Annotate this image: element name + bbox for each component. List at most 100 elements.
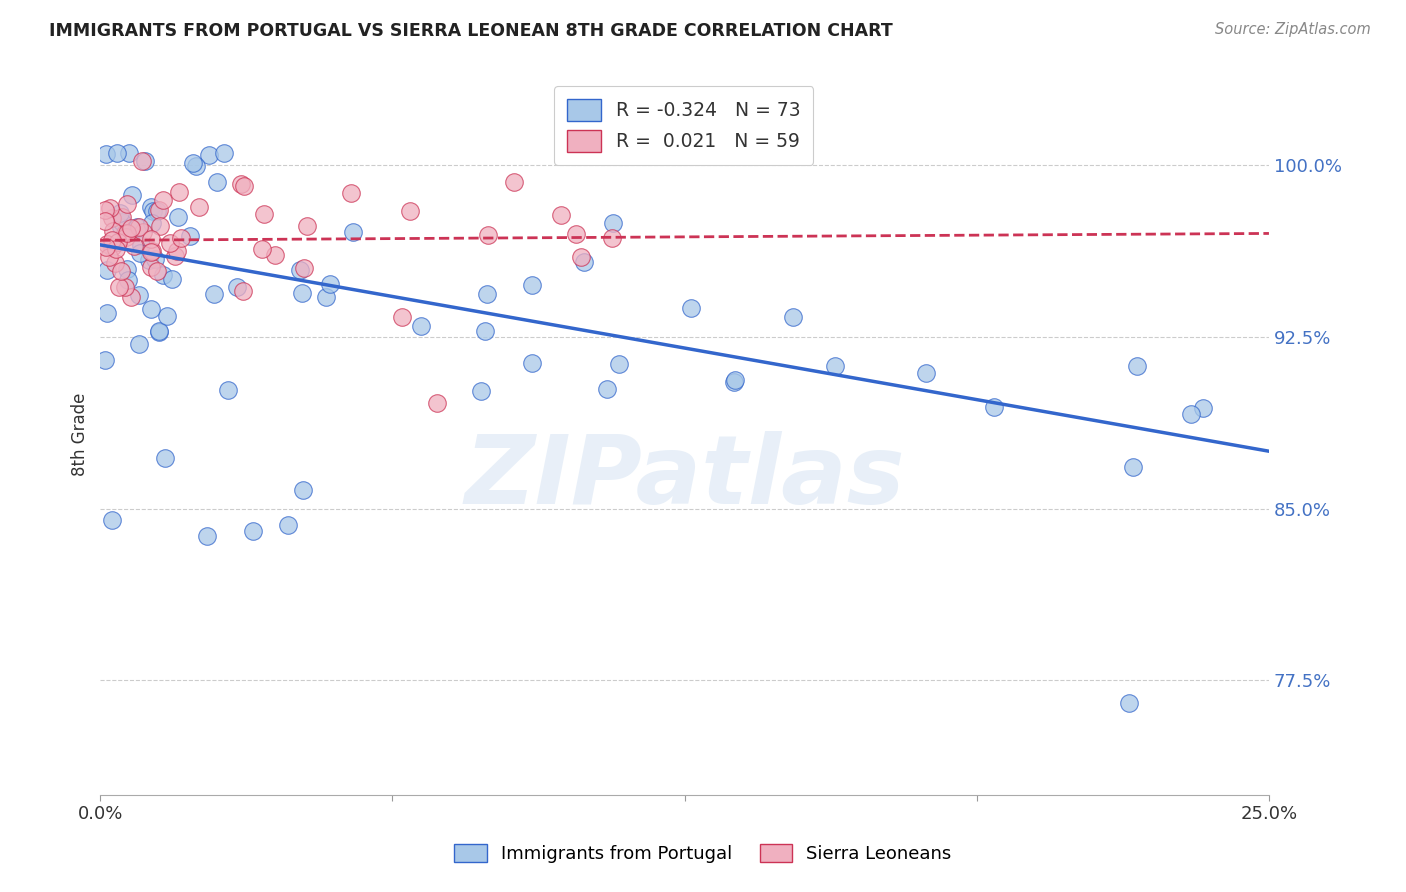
Point bbox=[142, 204, 165, 219]
Point bbox=[160, 272, 183, 286]
Point bbox=[96, 306, 118, 320]
Legend: Immigrants from Portugal, Sierra Leoneans: Immigrants from Portugal, Sierra Leonean… bbox=[446, 835, 960, 872]
Point bbox=[94, 214, 117, 228]
Point bbox=[915, 366, 938, 380]
Point bbox=[111, 215, 134, 229]
Point bbox=[108, 206, 131, 220]
Point bbox=[315, 290, 337, 304]
Point bbox=[152, 193, 174, 207]
Point bbox=[101, 513, 124, 527]
Point bbox=[183, 156, 205, 170]
Point bbox=[139, 232, 162, 246]
Point bbox=[148, 202, 170, 217]
Point bbox=[263, 248, 285, 262]
Point bbox=[148, 325, 170, 339]
Point bbox=[115, 230, 138, 244]
Point bbox=[166, 210, 188, 224]
Point bbox=[681, 301, 703, 316]
Point bbox=[426, 396, 449, 410]
Point bbox=[122, 239, 145, 253]
Point bbox=[156, 309, 179, 323]
Point bbox=[143, 252, 166, 267]
Point bbox=[115, 261, 138, 276]
Point bbox=[104, 256, 127, 270]
Point bbox=[146, 264, 169, 278]
Point bbox=[226, 280, 249, 294]
Point bbox=[520, 277, 543, 292]
Point bbox=[141, 216, 163, 230]
Point bbox=[522, 356, 544, 370]
Point bbox=[105, 243, 128, 257]
Point bbox=[319, 277, 342, 291]
Point bbox=[121, 187, 143, 202]
Point bbox=[291, 286, 314, 301]
Point bbox=[94, 202, 117, 217]
Point bbox=[342, 225, 364, 239]
Point bbox=[139, 260, 162, 274]
Point bbox=[477, 228, 499, 243]
Point bbox=[146, 204, 169, 219]
Point bbox=[165, 249, 187, 263]
Point bbox=[138, 252, 160, 267]
Text: IMMIGRANTS FROM PORTUGAL VS SIERRA LEONEAN 8TH GRADE CORRELATION CHART: IMMIGRANTS FROM PORTUGAL VS SIERRA LEONE… bbox=[49, 22, 893, 40]
Point bbox=[212, 146, 235, 161]
Point bbox=[250, 243, 273, 257]
Point bbox=[117, 273, 139, 287]
Point bbox=[96, 262, 118, 277]
Point bbox=[411, 319, 433, 334]
Point bbox=[139, 200, 162, 214]
Point bbox=[602, 230, 624, 244]
Point bbox=[118, 146, 141, 161]
Point bbox=[94, 352, 117, 367]
Point bbox=[1180, 407, 1202, 421]
Point bbox=[134, 154, 156, 169]
Point bbox=[115, 197, 138, 211]
Point bbox=[292, 260, 315, 275]
Point bbox=[110, 220, 132, 235]
Point bbox=[103, 224, 125, 238]
Point bbox=[149, 219, 172, 233]
Point bbox=[595, 382, 617, 396]
Point bbox=[128, 219, 150, 234]
Point bbox=[128, 288, 150, 302]
Point bbox=[108, 280, 131, 294]
Point bbox=[550, 208, 572, 222]
Point bbox=[564, 227, 586, 242]
Point bbox=[167, 185, 190, 199]
Point bbox=[782, 310, 804, 324]
Point bbox=[602, 216, 624, 230]
Point bbox=[202, 287, 225, 301]
Point bbox=[100, 211, 122, 226]
Point bbox=[169, 231, 191, 245]
Point bbox=[229, 178, 252, 192]
Point bbox=[195, 529, 218, 543]
Point bbox=[152, 268, 174, 282]
Point bbox=[242, 524, 264, 539]
Point bbox=[159, 235, 181, 250]
Point bbox=[184, 159, 207, 173]
Point bbox=[98, 250, 121, 264]
Point bbox=[141, 245, 163, 260]
Point bbox=[277, 517, 299, 532]
Point bbox=[98, 202, 121, 216]
Point bbox=[217, 383, 239, 397]
Point bbox=[114, 280, 136, 294]
Point bbox=[96, 236, 118, 251]
Point bbox=[101, 239, 124, 253]
Point bbox=[205, 175, 228, 189]
Point bbox=[120, 290, 142, 304]
Point bbox=[111, 210, 134, 224]
Point bbox=[197, 148, 219, 162]
Point bbox=[288, 263, 311, 277]
Point bbox=[340, 186, 363, 200]
Point bbox=[295, 219, 318, 233]
Text: ZIPatlas: ZIPatlas bbox=[464, 431, 905, 524]
Legend: R = -0.324   N = 73, R =  0.021   N = 59: R = -0.324 N = 73, R = 0.021 N = 59 bbox=[554, 86, 814, 165]
Point bbox=[132, 225, 155, 239]
Point bbox=[723, 375, 745, 389]
Point bbox=[148, 324, 170, 338]
Point bbox=[475, 286, 498, 301]
Point bbox=[114, 226, 136, 240]
Point bbox=[607, 357, 630, 371]
Point bbox=[179, 228, 201, 243]
